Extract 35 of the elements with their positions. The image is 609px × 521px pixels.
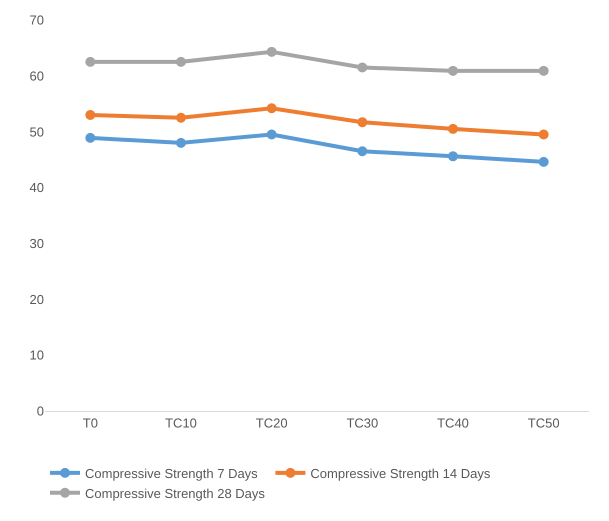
x-tick-label: TC20 bbox=[256, 416, 288, 431]
x-tick-label: TC10 bbox=[165, 416, 197, 431]
legend-label: Compressive Strength 28 Days bbox=[85, 486, 266, 501]
point bbox=[357, 62, 368, 72]
x-tick-label: TC30 bbox=[346, 416, 378, 431]
point bbox=[85, 132, 96, 143]
point bbox=[85, 110, 96, 120]
x-tick-label: TC50 bbox=[528, 416, 560, 431]
point bbox=[538, 130, 549, 140]
point bbox=[176, 56, 186, 67]
y-tick-label: 50 bbox=[30, 124, 44, 140]
legend-label: Compressive Strength 7 Days bbox=[85, 466, 258, 481]
point bbox=[266, 130, 277, 140]
y-tick-label: 20 bbox=[30, 292, 44, 307]
legend-label: Compressive Strength 14 Days bbox=[310, 466, 491, 481]
point bbox=[176, 138, 186, 148]
y-tick-label: 70 bbox=[30, 12, 44, 28]
point bbox=[266, 103, 277, 114]
y-tick-label: 30 bbox=[30, 236, 44, 251]
point bbox=[538, 66, 549, 76]
point bbox=[357, 117, 368, 128]
y-tick-label: 0 bbox=[36, 404, 44, 419]
point bbox=[448, 151, 458, 162]
x-tick-label: T0 bbox=[82, 416, 98, 431]
point bbox=[538, 156, 549, 167]
y-tick-label: 10 bbox=[30, 348, 44, 363]
point bbox=[448, 124, 458, 134]
point bbox=[176, 112, 186, 123]
y-tick-label: 60 bbox=[30, 68, 44, 84]
point bbox=[357, 146, 368, 156]
x-tick-label: TC40 bbox=[437, 416, 469, 431]
y-tick-label: 40 bbox=[30, 180, 44, 196]
point bbox=[448, 66, 458, 76]
point bbox=[85, 56, 96, 67]
point bbox=[266, 46, 277, 57]
